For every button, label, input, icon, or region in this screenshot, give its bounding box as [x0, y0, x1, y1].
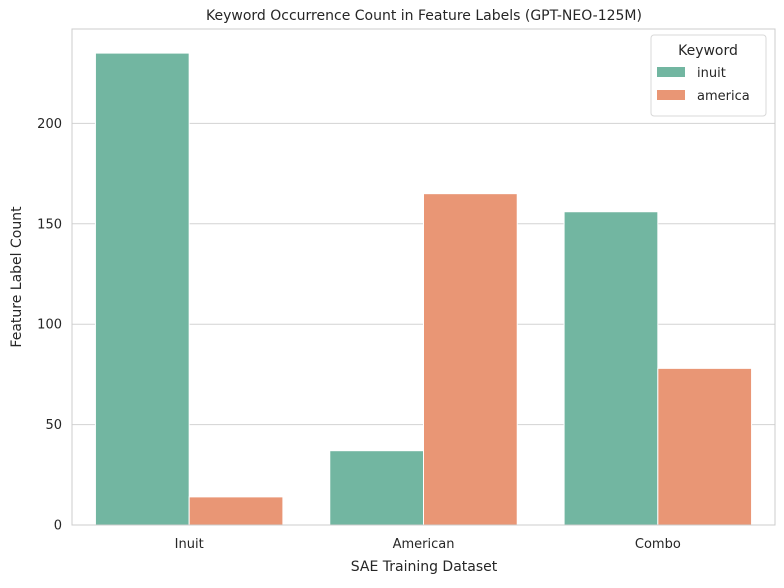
y-tick-label: 50 — [45, 418, 62, 433]
bar-inuit-america — [188, 496, 284, 526]
legend-label-america: america — [697, 89, 750, 104]
x-tick-label-combo: Combo — [635, 537, 681, 552]
bar-american-inuit — [329, 450, 424, 526]
bar-american-america — [423, 193, 518, 526]
bar-inuit-inuit — [94, 52, 190, 526]
plot-frame — [71, 28, 776, 526]
x-axis-label: SAE Training Dataset — [351, 559, 498, 575]
y-axis-label: Feature Label Count — [9, 206, 25, 348]
chart-title: Keyword Occurrence Count in Feature Labe… — [206, 8, 642, 24]
legend-swatch-inuit — [657, 67, 685, 77]
y-tick-label: 0 — [54, 519, 62, 534]
legend-title: Keyword — [678, 43, 738, 59]
bars — [94, 52, 753, 526]
x-axis-ticks: Inuit American Combo — [175, 537, 681, 552]
y-axis-ticks: 0 50 100 150 200 — [37, 117, 62, 534]
y-tick-label: 150 — [37, 217, 62, 232]
legend-swatch-america — [657, 90, 685, 100]
legend-label-inuit: inuit — [697, 66, 726, 81]
bar-combo-inuit — [563, 211, 659, 526]
y-tick-label: 100 — [37, 318, 62, 333]
x-tick-label-inuit: Inuit — [175, 537, 204, 552]
bar-combo-america — [657, 367, 753, 526]
legend: Keyword inuit america — [650, 34, 767, 117]
y-tick-label: 200 — [37, 117, 62, 132]
x-tick-label-american: American — [393, 537, 455, 552]
